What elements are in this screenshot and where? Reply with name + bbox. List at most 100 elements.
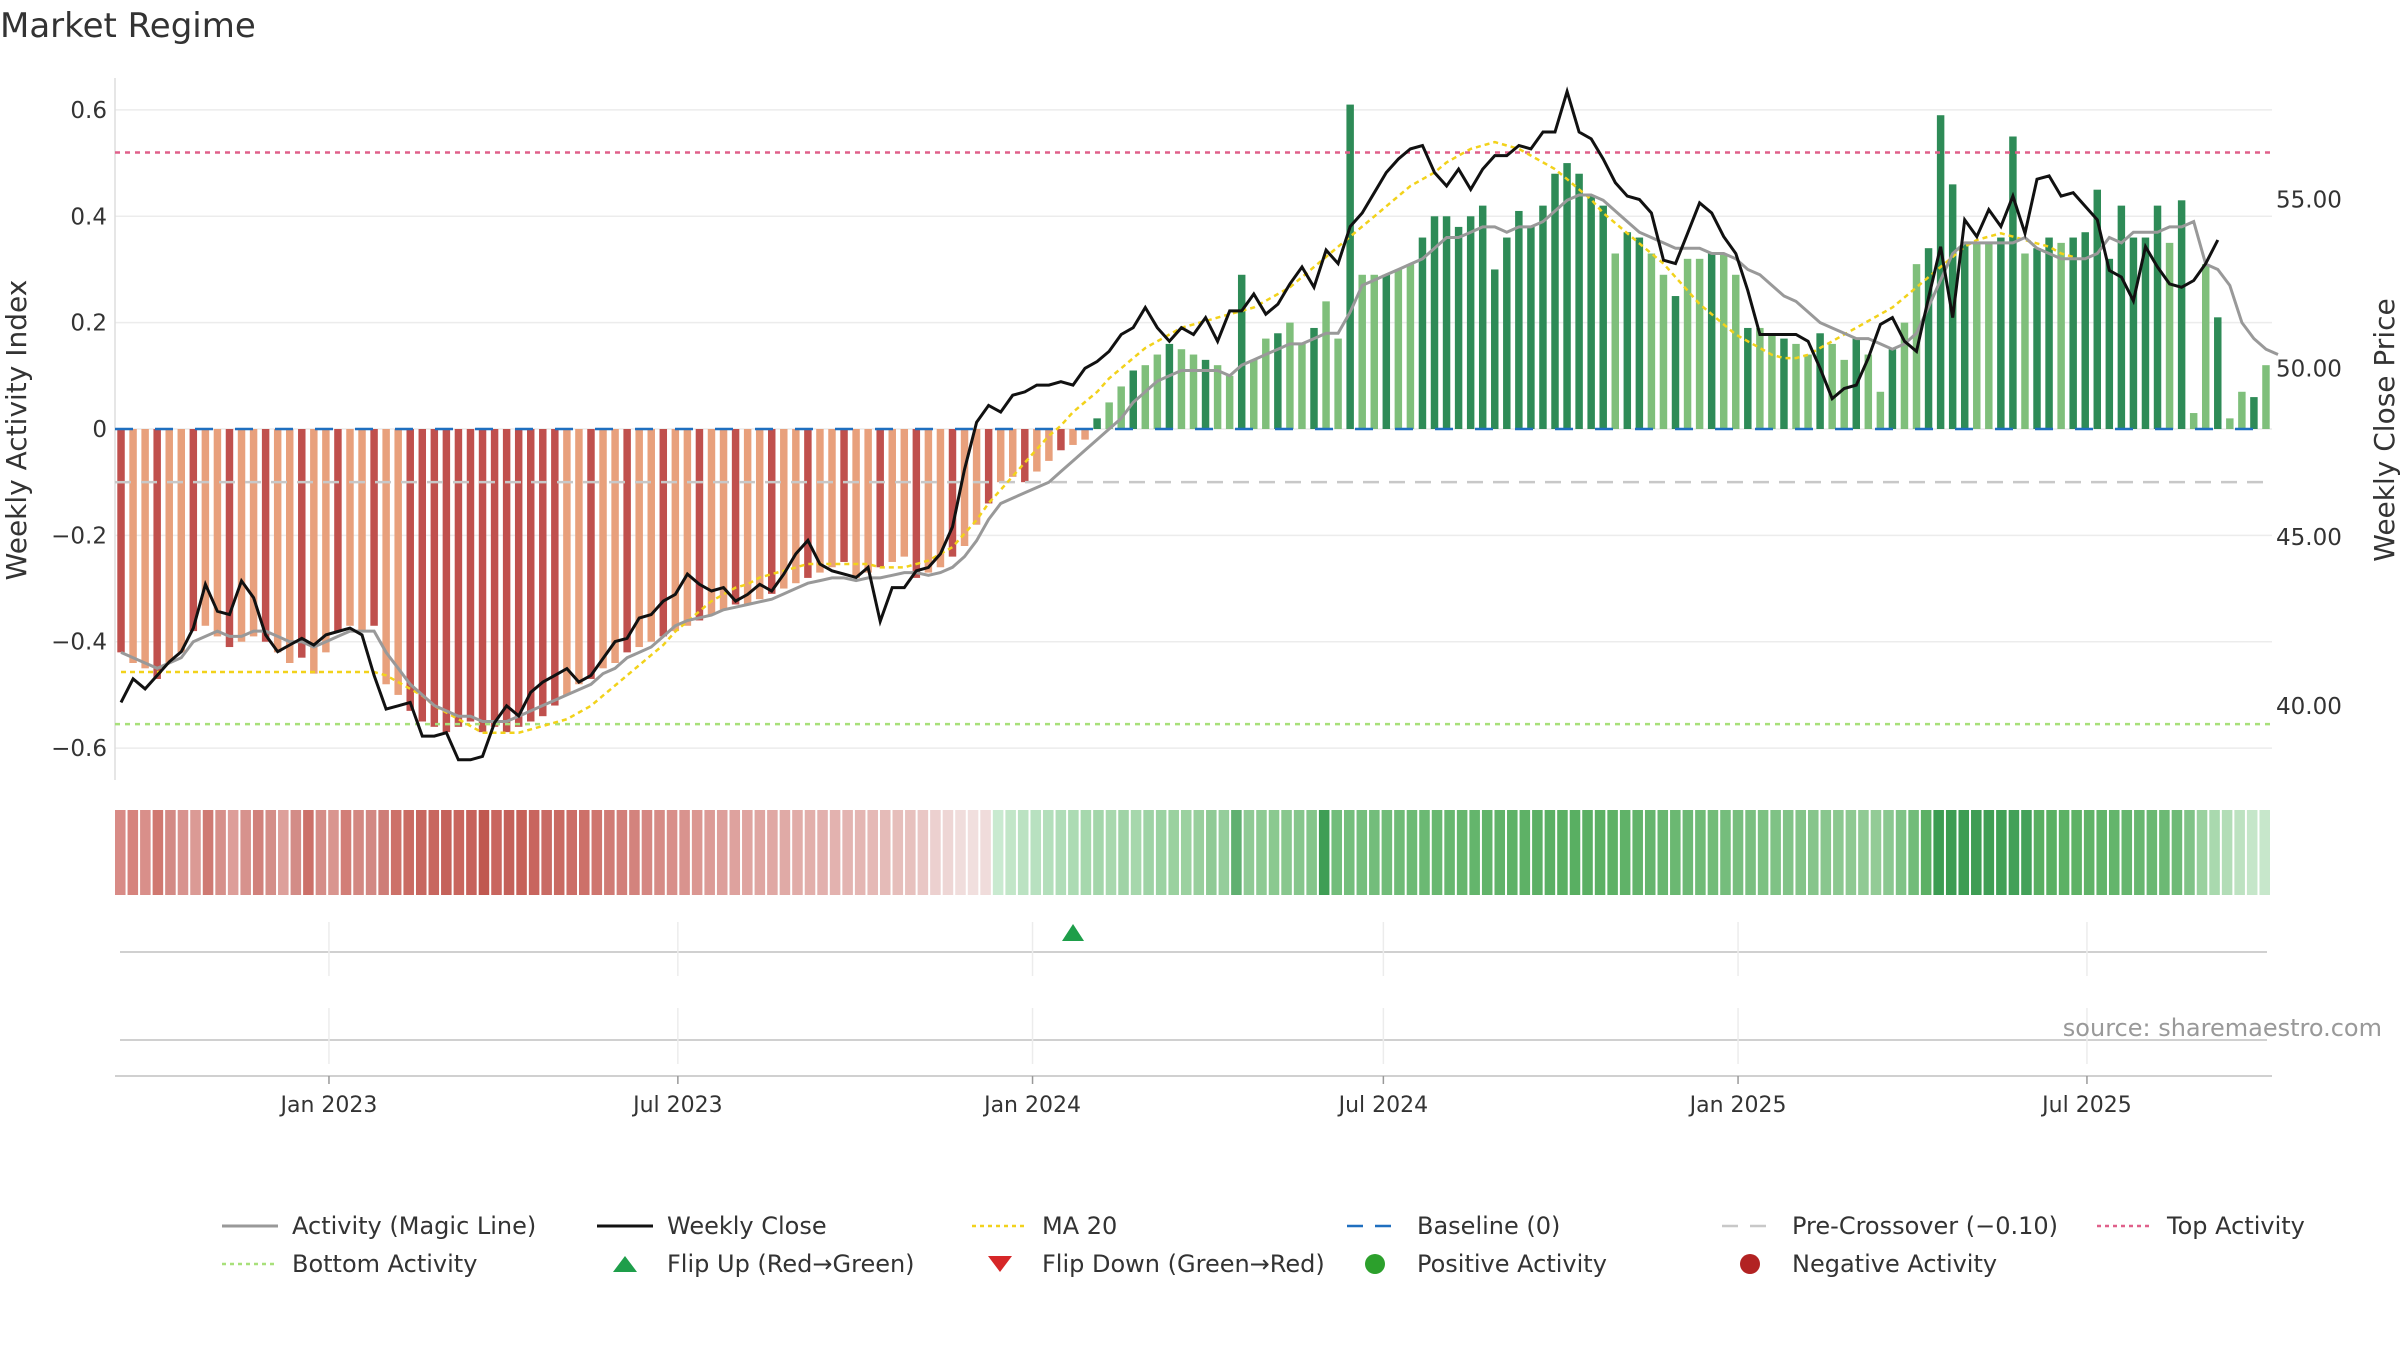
activity-bar	[1828, 343, 1836, 429]
regime-strip-cell	[1670, 810, 1681, 895]
regime-strip-cell	[278, 810, 289, 895]
regime-strip-cell	[202, 810, 214, 895]
activity-bar	[1503, 237, 1511, 429]
weekly-close-line	[119, 86, 2220, 762]
activity-bar	[406, 429, 414, 711]
activity-bar	[1298, 343, 1306, 429]
regime-strip-cell	[1268, 810, 1280, 895]
green-dot-icon	[1345, 1252, 1405, 1276]
regime-strip-cell	[2221, 810, 2233, 895]
activity-bar	[683, 429, 692, 626]
activity-bar	[2201, 264, 2210, 429]
activity-bar	[1310, 327, 1318, 429]
activity-bar	[1804, 354, 1812, 429]
activity-bar	[2153, 205, 2162, 429]
activity-bar	[261, 429, 270, 642]
regime-strip-cell	[1920, 810, 1932, 895]
activity-bar	[490, 429, 499, 727]
activity-bar	[2214, 317, 2222, 429]
activity-bar	[1719, 253, 1728, 429]
activity-bar	[1695, 258, 1704, 429]
activity-bar	[840, 429, 848, 562]
regime-strip-cell	[616, 810, 628, 895]
regime-strip-cell	[2234, 810, 2245, 895]
regime-strip-cell	[1682, 810, 1694, 895]
y2-tick-label: 50.00	[2276, 356, 2342, 382]
activity-bar	[804, 429, 812, 578]
regime-strip-cell	[165, 810, 176, 895]
regime-strip-cell	[1218, 810, 1230, 895]
legend-item: Negative Activity	[1720, 1250, 1997, 1278]
activity-bar	[1683, 258, 1692, 429]
activity-bar	[1322, 301, 1330, 429]
flip-up-marker	[1062, 924, 1085, 941]
activity-bar	[1756, 327, 1764, 429]
activity-bar	[1575, 173, 1583, 429]
regime-strip-cell	[403, 810, 414, 895]
activity-bar	[707, 429, 716, 616]
activity-bar	[1117, 386, 1125, 429]
regime-strip-cell	[2184, 810, 2195, 895]
activity-bar	[2129, 237, 2138, 429]
regime-strip-cell	[817, 810, 828, 895]
regime-strip-cell	[1180, 810, 1192, 895]
regime-strip-cell	[1130, 810, 1142, 895]
activity-bar	[526, 429, 535, 722]
regime-strip-cell	[303, 810, 314, 895]
activity-bar	[984, 429, 993, 504]
regime-strip-cell	[1281, 810, 1292, 895]
x-tick-label: Jul 2023	[631, 1093, 723, 1118]
activity-bar	[1985, 242, 1993, 429]
activity-bar	[1551, 173, 1559, 429]
activity-bar	[828, 429, 836, 568]
y2-tick-label: 40.00	[2276, 694, 2342, 720]
legend-label: Positive Activity	[1417, 1250, 1607, 1278]
activity-bar	[1213, 365, 1222, 429]
regime-strip-cell	[1619, 810, 1631, 895]
activity-bar	[1093, 418, 1101, 429]
regime-strip-cell	[2259, 810, 2270, 895]
activity-bar	[249, 429, 258, 637]
regime-strip-cell	[905, 810, 916, 895]
regime-strip-cell	[1306, 810, 1317, 895]
activity-bar	[201, 429, 210, 626]
regime-strip-cell	[1431, 810, 1443, 895]
x-tick-label: Jan 2024	[982, 1093, 1081, 1118]
regime-strip-cell	[1419, 810, 1430, 895]
green-triangle-up-icon	[595, 1252, 655, 1276]
regime-strip-cell	[2121, 810, 2133, 895]
pink-dotted-line-icon	[2095, 1214, 2155, 1238]
regime-strip-cell	[1507, 810, 1518, 895]
activity-bar	[888, 429, 896, 562]
activity-bar	[370, 429, 378, 626]
legend-item: Bottom Activity	[220, 1250, 477, 1278]
activity-bar	[129, 429, 137, 663]
regime-strip-cell	[629, 810, 640, 895]
activity-bar	[1358, 274, 1366, 429]
activity-bar	[1370, 274, 1378, 429]
regime-strip-cell	[1845, 810, 1857, 895]
activity-bar	[1900, 322, 1909, 429]
regime-strip-cell	[1143, 810, 1154, 895]
chart-title: Market Regime	[0, 6, 256, 46]
activity-bar	[1888, 349, 1897, 429]
legend-item: Baseline (0)	[1345, 1212, 1560, 1240]
activity-bar	[285, 429, 294, 663]
x-tick-label: Jul 2024	[1337, 1093, 1429, 1118]
activity-bar	[1045, 429, 1053, 461]
regime-strip-cell	[315, 810, 327, 895]
activity-bar	[1334, 338, 1342, 429]
y2-tick-label: 45.00	[2276, 525, 2342, 551]
regime-strip-cell	[441, 810, 452, 895]
activity-bar	[1587, 195, 1595, 429]
activity-bar	[1960, 242, 1969, 429]
regime-strip-cell	[754, 810, 766, 895]
regime-strip-cell	[1720, 810, 1731, 895]
activity-bar	[213, 429, 222, 637]
regime-strip-cell	[1519, 810, 1531, 895]
regime-strip-cell	[1369, 810, 1380, 895]
regime-strip-cell	[1406, 810, 1418, 895]
legend-label: Weekly Close	[667, 1212, 827, 1240]
activity-bar	[1876, 391, 1885, 429]
regime-strip-cell	[1782, 810, 1794, 895]
